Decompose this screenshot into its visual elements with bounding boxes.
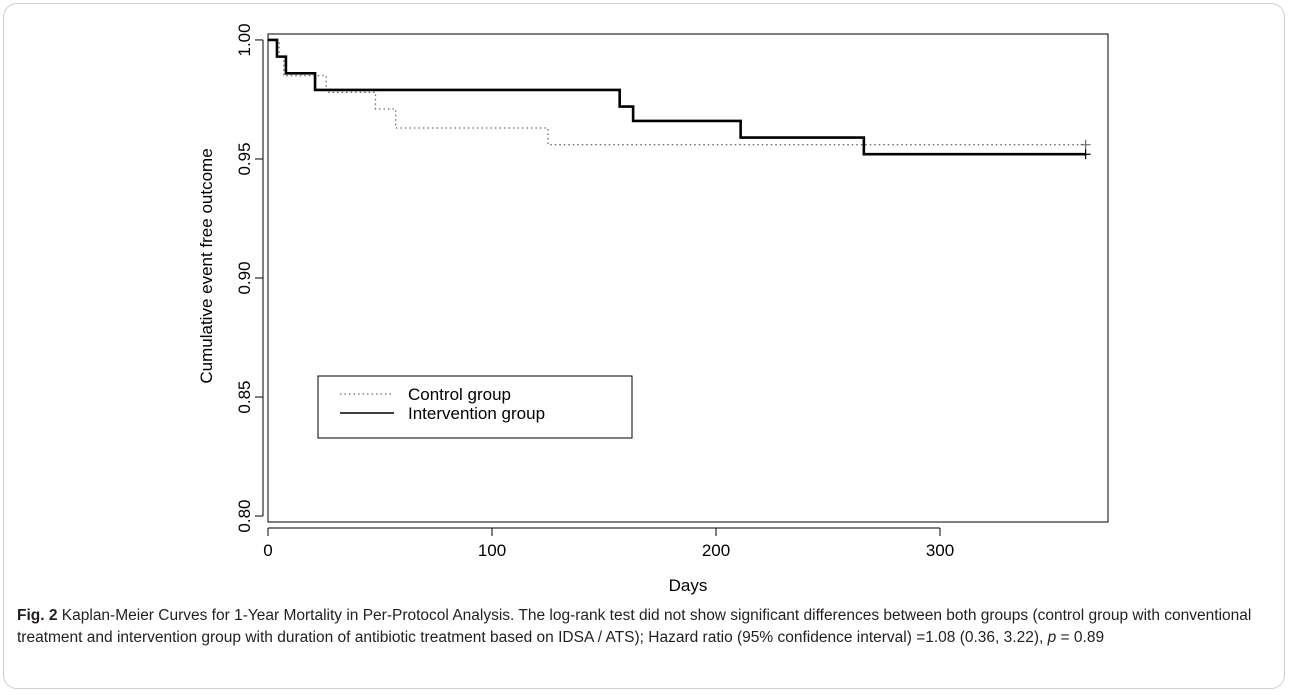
censor-mark-intervention-group <box>1080 149 1091 160</box>
figure-frame <box>3 3 1285 689</box>
legend-label: Intervention group <box>408 404 545 423</box>
y-axis: 0.80 0.85 0.90 0.95 1.00 <box>235 23 264 533</box>
p-value-symbol: p <box>1047 629 1057 646</box>
figure-caption: Fig. 2 Kaplan-Meier Curves for 1-Year Mo… <box>17 605 1277 649</box>
y-tick-label: 0.85 <box>235 380 254 413</box>
series-line-control-group <box>268 39 1086 146</box>
plot-area <box>267 33 1109 523</box>
series-lines <box>268 38 1091 160</box>
legend-box <box>317 375 633 439</box>
km-chart: 0.80 0.85 0.90 0.95 1.00 0 100 200 300 Control … <box>197 23 1109 595</box>
y-tick-label: 0.95 <box>235 142 254 175</box>
x-tick-label: 100 <box>478 541 506 560</box>
censor-mark-control-group <box>1080 139 1091 150</box>
x-tick-label: 200 <box>702 541 730 560</box>
p-value-text: = 0.89 <box>1056 629 1105 646</box>
x-axis-label: Days <box>669 576 708 595</box>
plot-border <box>267 33 1109 523</box>
figure-label: Fig. 2 <box>17 607 58 624</box>
y-axis-label: Cumulative event free outcome <box>197 148 216 383</box>
caption-text: Kaplan-Meier Curves for 1-Year Mortality… <box>17 607 1252 646</box>
x-tick-label: 300 <box>926 541 954 560</box>
series-line-intervention-group <box>268 38 1086 156</box>
y-tick-label: 1.00 <box>235 23 254 56</box>
y-tick-label: 0.90 <box>235 261 254 294</box>
x-tick-label: 0 <box>263 541 272 560</box>
legend-label: Control group <box>408 385 511 404</box>
x-axis: 0 100 200 300 <box>263 527 954 560</box>
y-tick-label: 0.80 <box>235 500 254 533</box>
